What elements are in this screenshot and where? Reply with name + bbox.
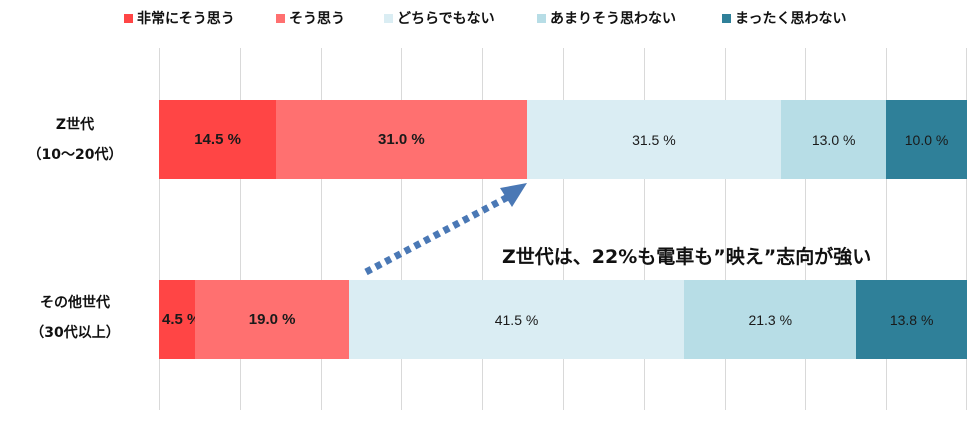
- segment-value-label: 10.0 %: [904, 131, 949, 148]
- gridline: [321, 48, 322, 410]
- bar-segment-strongly-agree: 4.5 %: [159, 280, 200, 359]
- segment-value-label: 31.5 %: [632, 131, 676, 148]
- bar-segment-neutral: 41.5 %: [348, 280, 685, 359]
- segment-value-label: 31.0 %: [378, 131, 425, 148]
- gridline: [805, 48, 806, 410]
- legend-item-agree: そう思う: [276, 8, 345, 28]
- category-label-line2: （30代以上）: [30, 325, 120, 341]
- gridline: [644, 48, 645, 410]
- bar-segment-neutral: 31.5 %: [526, 100, 782, 179]
- legend-item-neutral: どちらでもない: [384, 8, 495, 28]
- legend-item-disagree: あまりそう思わない: [537, 8, 676, 28]
- legend-label: 非常にそう思う: [137, 11, 235, 27]
- legend-label: そう思う: [289, 11, 345, 27]
- category-label-gen-z: Z世代 （10〜20代）: [0, 110, 150, 170]
- annotation-text: Z世代は、22%も電車も”映え”志向が強い: [502, 246, 872, 268]
- bar-segment-strongly-disagree: 13.8 %: [856, 280, 967, 359]
- bar-segment-disagree: 21.3 %: [684, 280, 857, 359]
- legend-swatch-icon: [384, 13, 393, 23]
- category-label-other: その他世代 （30代以上）: [0, 288, 150, 348]
- gridline: [159, 48, 160, 410]
- segment-value-label: 41.5 %: [494, 311, 539, 328]
- category-label-line2: （10〜20代）: [27, 147, 123, 163]
- segment-value-label: 21.3 %: [748, 311, 793, 328]
- legend-swatch-icon: [537, 13, 546, 23]
- bar-other-generations: 4.5 % 19.0 % 41.5 % 21.3 % 13.8 %: [159, 280, 967, 359]
- segment-value-label: 19.0 %: [248, 311, 296, 328]
- bar-segment-disagree: 13.0 %: [781, 100, 887, 179]
- category-label-line1: その他世代: [40, 295, 110, 311]
- bar-gen-z: 14.5 % 31.0 % 31.5 % 13.0 % 10.0 %: [159, 100, 967, 179]
- chart-legend: 非常にそう思う そう思う どちらでもない あまりそう思わない まったく思わない: [0, 8, 980, 30]
- bar-segment-agree: 19.0 %: [195, 280, 349, 359]
- bar-segment-agree: 31.0 %: [276, 100, 527, 179]
- gridline: [563, 48, 564, 410]
- legend-label: あまりそう思わない: [550, 11, 676, 27]
- legend-swatch-icon: [276, 13, 285, 23]
- segment-value-label: 13.0 %: [811, 131, 856, 148]
- gridline: [966, 48, 967, 410]
- legend-swatch-icon: [124, 13, 133, 23]
- legend-label: まったく思わない: [735, 11, 847, 27]
- plot-area: 14.5 % 31.0 % 31.5 % 13.0 % 10.0 % 4.5 %…: [159, 48, 967, 410]
- segment-value-label: 4.5 %: [162, 311, 201, 328]
- gridline: [725, 48, 726, 410]
- bar-segment-strongly-disagree: 10.0 %: [886, 100, 967, 179]
- legend-swatch-icon: [722, 13, 731, 23]
- gridline: [240, 48, 241, 410]
- segment-value-label: 13.8 %: [889, 311, 934, 328]
- category-label-line1: Z世代: [55, 117, 95, 133]
- legend-label: どちらでもない: [397, 11, 495, 27]
- gridline: [886, 48, 887, 410]
- legend-item-strongly-agree: 非常にそう思う: [124, 8, 235, 28]
- legend-item-strongly-disagree: まったく思わない: [722, 8, 846, 28]
- bar-segment-strongly-agree: 14.5 %: [159, 100, 277, 179]
- segment-value-label: 14.5 %: [194, 131, 241, 148]
